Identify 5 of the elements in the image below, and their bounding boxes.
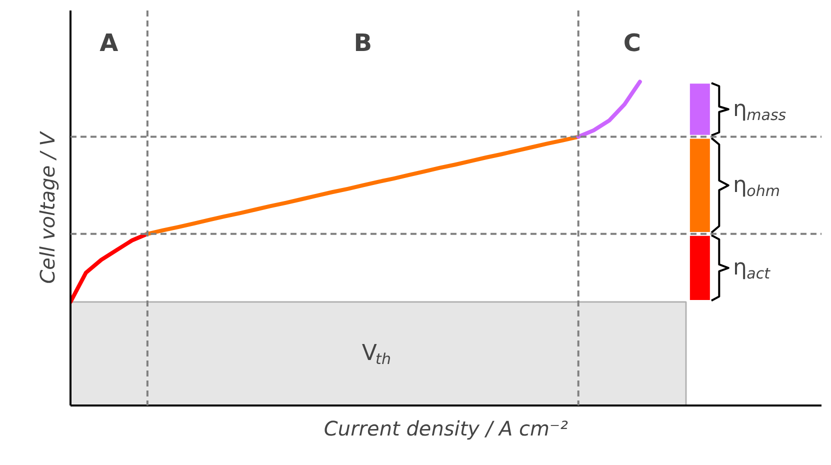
x-axis-title: Current density / A cm⁻² xyxy=(324,416,568,440)
text: C xyxy=(623,28,642,57)
y-axis-title: Cell voltage / V xyxy=(36,130,60,284)
text: B xyxy=(354,28,372,57)
text: A xyxy=(100,28,119,57)
